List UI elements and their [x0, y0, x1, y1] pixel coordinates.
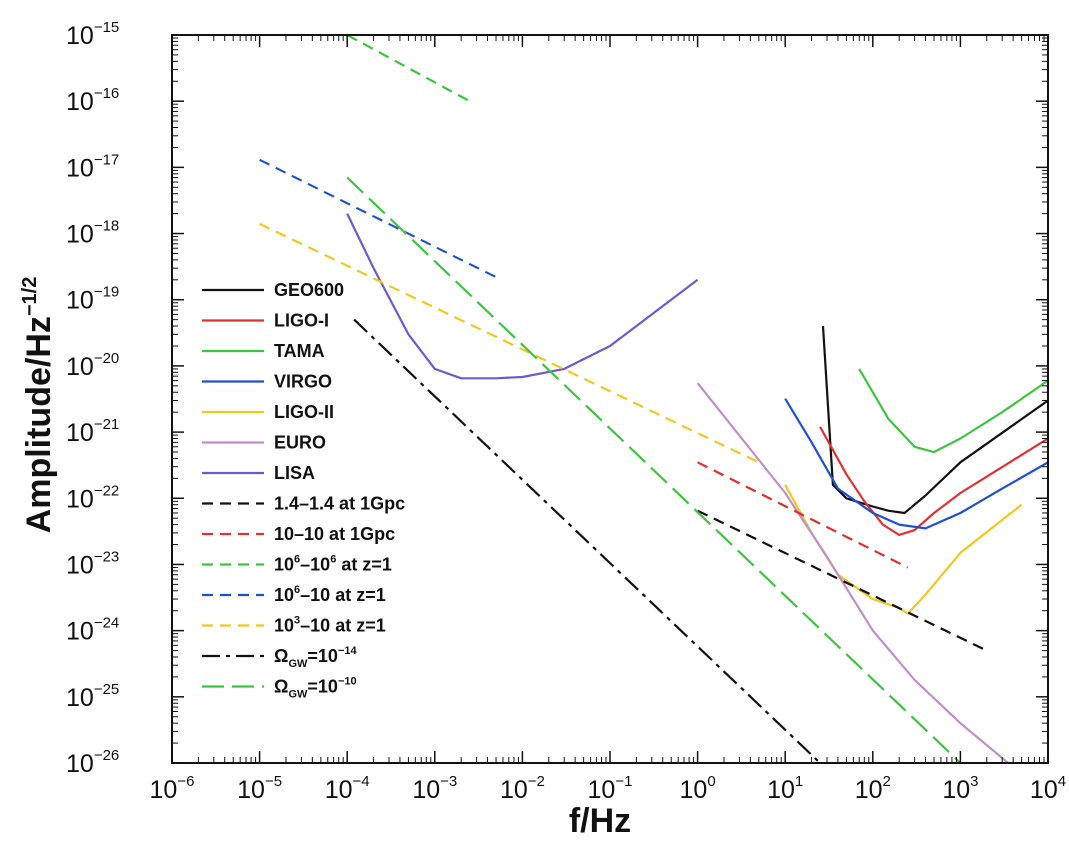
y-tick-label: 10−16: [66, 85, 119, 116]
series-curve-9: [346, 35, 471, 103]
y-tick-label: 10−19: [66, 284, 119, 315]
series-curve-10: [259, 158, 497, 279]
legend-entry-label: LISA: [274, 463, 315, 483]
y-tick-label: 10−23: [66, 548, 119, 579]
legend: GEO600 LIGO-I TAMA VIRGO LIGO-II EURO LISA 1.4–…: [202, 280, 405, 701]
legend-entry-label: 10–10 at 1Gpc: [274, 524, 395, 544]
y-tick-label: 10−22: [66, 482, 119, 513]
y-tick-label: 10−15: [66, 19, 119, 50]
legend-entry-label: LIGO-II: [274, 402, 334, 422]
series-curve-4: [784, 484, 1023, 615]
series-curve-5: [696, 382, 1009, 763]
legend-entry-label: ΩGW=10−10: [274, 676, 357, 701]
y-tick-label: 10−20: [66, 350, 119, 381]
x-tick-label: 10−3: [412, 773, 457, 804]
series-curve-11: [259, 222, 760, 464]
y-axis-label-exponent: −1/2: [19, 277, 41, 316]
legend-entry-label: GEO600: [274, 280, 344, 300]
series-curve-3: [784, 398, 1048, 530]
curves-layer: [259, 35, 1048, 763]
y-tick-label: 10−25: [66, 681, 119, 712]
legend-entry-label: 106–10 at z=1: [274, 584, 386, 605]
x-tick-label: 10−2: [500, 773, 545, 804]
legend-entry-label: EURO: [274, 433, 326, 453]
y-tick-label: 10−17: [66, 151, 119, 182]
series-curve-12: [353, 318, 821, 763]
y-tick-label: 10−21: [66, 416, 119, 447]
series-curve-2: [858, 368, 1048, 454]
x-tick-label: 10−5: [237, 773, 282, 804]
legend-entry-label: ΩGW=10−14: [274, 645, 357, 670]
x-tick-label: 100: [680, 773, 716, 804]
x-axis-label: f/Hz: [569, 802, 631, 840]
series-curve-1: [819, 426, 1048, 536]
series-curve-13: [346, 176, 962, 763]
x-tick-label: 101: [767, 773, 803, 804]
series-curve-6: [346, 213, 699, 380]
x-tick-label: 10−4: [325, 773, 370, 804]
series-curve-8: [697, 461, 909, 569]
legend-entry-label: 106–106 at z=1: [274, 554, 392, 575]
plot-frame: [171, 34, 1049, 764]
legend-entry-label: 103–10 at z=1: [274, 615, 386, 636]
legend-entry-label: LIGO-I: [274, 311, 329, 331]
x-tick-label: 102: [855, 773, 891, 804]
x-tick-label: 10−1: [588, 773, 633, 804]
axis-ticks: 10−6 10−5 10−4 10−3 10−2 10−1 100 101 102 103 104 1…: [66, 19, 1066, 804]
legend-entry-label: VIRGO: [274, 372, 332, 392]
y-tick-label: 10−24: [66, 615, 119, 646]
y-tick-label: 10−18: [66, 218, 119, 249]
legend-entry-label: 1.4–1.4 at 1Gpc: [274, 494, 405, 514]
y-axis-label: Amplitude/Hz−1/2: [19, 277, 58, 534]
x-tick-label: 10−6: [150, 773, 195, 804]
series-curve-0: [821, 326, 1048, 515]
y-tick-label: 10−26: [66, 747, 119, 778]
y-axis-label-text: Amplitude/Hz: [20, 316, 58, 533]
x-tick-label: 104: [1030, 773, 1066, 804]
x-tick-label: 103: [942, 773, 978, 804]
plot-border: [171, 34, 1049, 764]
legend-entry-label: TAMA: [274, 341, 325, 361]
